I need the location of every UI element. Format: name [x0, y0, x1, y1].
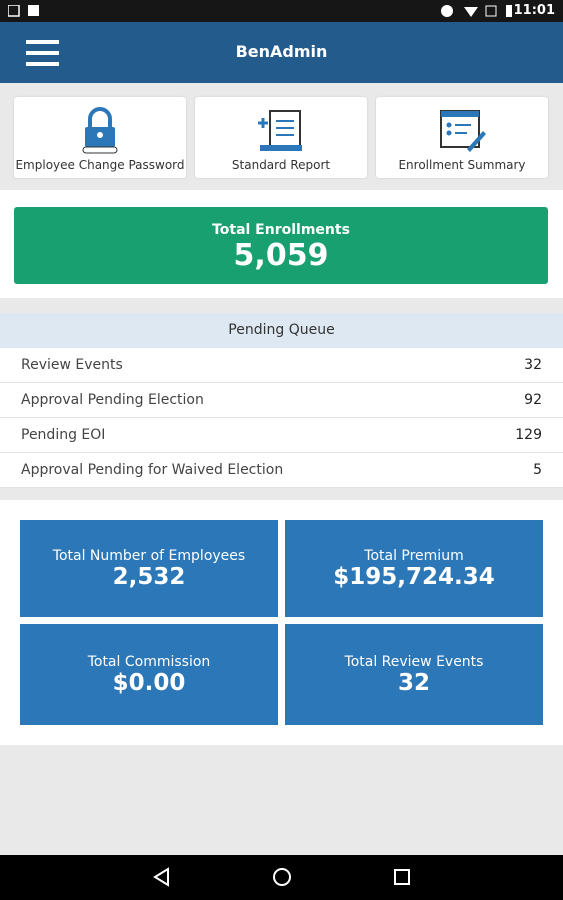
queue-count: 32 [524, 357, 542, 373]
navigation-bar [0, 855, 563, 900]
queue-row[interactable]: Review Events 32 [0, 348, 563, 383]
stat-card[interactable]: Total Review Events 32 [285, 624, 543, 725]
lock-icon [82, 107, 118, 154]
stat-value: $195,724.34 [333, 563, 495, 590]
stat-label: Total Review Events [344, 653, 484, 670]
enrollment-value: 5,059 [233, 238, 329, 273]
stat-value: 2,532 [112, 563, 186, 590]
status-bar: 11:01 [0, 0, 563, 22]
queue-count: 5 [533, 462, 542, 478]
recents-button[interactable] [394, 869, 410, 885]
stat-label: Total Number of Employees [52, 547, 246, 564]
stat-card[interactable]: Total Premium $195,724.34 [285, 520, 543, 617]
queue-count: 92 [524, 392, 542, 408]
menu-button[interactable] [26, 40, 59, 66]
queue-label: Approval Pending for Waived Election [21, 462, 284, 478]
shortcut-tile[interactable]: Employee Change Password [14, 97, 186, 178]
shortcut-tile[interactable]: Standard Report [195, 97, 367, 178]
status-icons-right [441, 5, 512, 17]
queue-row[interactable]: Approval Pending Election 92 [0, 383, 563, 418]
enrollment-card[interactable]: Total Enrollments 5,059 [14, 207, 548, 284]
status-icons [8, 5, 39, 17]
shortcut-label: Enrollment Summary [398, 158, 526, 172]
app-title: BenAdmin [235, 42, 328, 61]
home-button[interactable] [273, 868, 291, 886]
app-bar: BenAdmin [0, 22, 563, 83]
stat-label: Total Commission [87, 653, 211, 670]
enrollment-label: Total Enrollments [212, 222, 350, 238]
shortcut-tile[interactable]: Enrollment Summary [376, 97, 548, 178]
queue-label: Pending EOI [21, 427, 106, 443]
summary-icon [440, 110, 486, 152]
clock: 11:01 [513, 3, 555, 18]
stat-value: $0.00 [112, 669, 186, 696]
queue-header: Pending Queue [0, 313, 563, 348]
queue-label: Review Events [21, 357, 123, 373]
stat-card[interactable]: Total Commission $0.00 [20, 624, 278, 725]
queue-row[interactable]: Pending EOI 129 [0, 418, 563, 453]
back-button[interactable] [153, 867, 169, 887]
shortcut-label: Employee Change Password [15, 158, 185, 172]
stat-label: Total Premium [364, 547, 464, 564]
stat-card[interactable]: Total Number of Employees 2,532 [20, 520, 278, 617]
queue-label: Approval Pending Election [21, 392, 204, 408]
stat-value: 32 [397, 669, 430, 696]
queue-count: 129 [515, 427, 542, 443]
shortcut-label: Standard Report [231, 158, 331, 172]
queue-row[interactable]: Approval Pending for Waived Election 5 [0, 453, 563, 488]
report-icon [258, 110, 302, 151]
nav-icons [153, 867, 410, 887]
